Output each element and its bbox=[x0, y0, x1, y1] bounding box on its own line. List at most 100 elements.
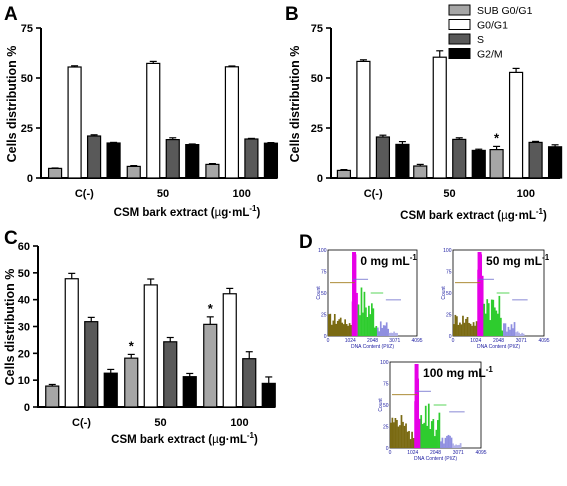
flow-x-tick: 0 bbox=[452, 338, 455, 344]
chart-panel-b: 0 25 50 75 Cells distribution % C(-) 50 100 * CSM… bbox=[288, 23, 563, 222]
x-axis-title-mu: µ bbox=[215, 207, 222, 219]
flow-x-tick: 4095 bbox=[475, 450, 486, 456]
flow-y-title: Count bbox=[378, 398, 384, 412]
flow-x-title: DNA Content (PI/Z) bbox=[414, 456, 457, 462]
bar bbox=[547, 146, 563, 179]
flow-x-title: DNA Content (PI/Z) bbox=[477, 344, 520, 350]
histogram-bin bbox=[420, 415, 423, 448]
histogram-bin bbox=[411, 431, 413, 448]
flow-y-tick: 0 bbox=[324, 334, 327, 340]
flow-title-sup: -1 bbox=[410, 253, 418, 262]
histogram-bin bbox=[489, 320, 492, 336]
bar bbox=[222, 293, 237, 408]
histogram-bin bbox=[333, 313, 336, 336]
histogram-bin bbox=[427, 403, 430, 448]
flow-x-tick: 4095 bbox=[538, 338, 549, 344]
histogram-bin bbox=[457, 324, 460, 336]
bar bbox=[203, 323, 218, 408]
histogram-bin bbox=[366, 316, 369, 336]
histogram-bin bbox=[382, 325, 385, 336]
histogram-bin bbox=[481, 275, 484, 336]
x-axis-title-part: CSM bark extract ( bbox=[114, 207, 215, 219]
histogram-bin bbox=[493, 307, 496, 336]
histogram-bin bbox=[344, 319, 346, 336]
histogram-bin bbox=[429, 429, 432, 448]
histogram-bin bbox=[458, 444, 460, 448]
y-tick-label: 50 bbox=[18, 268, 30, 280]
x-tick-label: 50 bbox=[157, 188, 169, 200]
x-axis-title-unit: g·mL bbox=[221, 207, 249, 219]
flow-title-bg bbox=[420, 365, 481, 381]
bar bbox=[528, 141, 543, 179]
histogram-bin bbox=[459, 322, 461, 336]
flow-y-tick: 50 bbox=[446, 291, 452, 297]
histogram-bin bbox=[356, 292, 358, 336]
flow-histogram-0mg: 0 1024 2048 3071 4095 100 75 50 25 0 DNA Content (… bbox=[316, 248, 423, 350]
histogram-bin bbox=[444, 437, 447, 448]
histogram-bin bbox=[350, 324, 352, 336]
histogram-bin bbox=[399, 425, 401, 448]
y-axis-title: Cells distribution % bbox=[288, 46, 302, 163]
histogram-bin bbox=[368, 305, 370, 336]
histogram-bin bbox=[469, 323, 472, 336]
histogram-bin bbox=[362, 312, 364, 336]
bar bbox=[163, 341, 178, 408]
histogram-bin bbox=[391, 417, 394, 448]
y-tick-label: 25 bbox=[311, 123, 323, 135]
bar bbox=[261, 382, 276, 408]
histogram-bin bbox=[394, 332, 397, 336]
histogram-bin bbox=[450, 437, 453, 448]
significance-star: * bbox=[494, 130, 500, 145]
histogram-bin bbox=[338, 319, 341, 336]
bar bbox=[103, 372, 118, 408]
histogram-bin bbox=[460, 324, 463, 336]
flow-title-bg bbox=[483, 253, 544, 269]
histogram-bin bbox=[378, 331, 381, 336]
g1-peak bbox=[414, 364, 419, 448]
flow-x-tick: 4095 bbox=[411, 338, 422, 344]
histogram-bin bbox=[330, 324, 333, 336]
flow-y-tick: 0 bbox=[386, 446, 389, 452]
panel-label-a: A bbox=[4, 4, 18, 25]
flow-histogram-50mg: 0 1024 2048 3071 4095 100 75 50 25 0 DNA Content (… bbox=[441, 248, 550, 350]
histogram-bin bbox=[449, 435, 451, 448]
flow-y-tick: 25 bbox=[321, 313, 327, 319]
y-tick-label: 20 bbox=[18, 348, 30, 360]
legend-label: SUB G0/G1 bbox=[477, 5, 533, 17]
histogram-bin bbox=[435, 429, 438, 448]
histogram-bin bbox=[423, 422, 426, 448]
histogram-bin bbox=[424, 405, 427, 448]
legend-label: S bbox=[477, 34, 484, 46]
y-tick-label: 25 bbox=[21, 123, 33, 135]
histogram-bin bbox=[521, 332, 523, 336]
histogram-bin bbox=[391, 332, 394, 336]
legend-label: G0/G1 bbox=[477, 20, 508, 32]
flow-title-bg bbox=[357, 253, 417, 269]
x-axis-title-mu: µ bbox=[501, 210, 508, 222]
x-tick-label: 50 bbox=[443, 188, 455, 200]
histogram-bin bbox=[385, 322, 388, 336]
flow-title-sup: -1 bbox=[486, 365, 494, 374]
histogram-bin bbox=[418, 418, 421, 448]
bar bbox=[67, 66, 82, 179]
x-axis-title-part: CSM bark extract ( bbox=[400, 210, 501, 222]
bar bbox=[182, 376, 197, 408]
panel-label-d: D bbox=[299, 232, 313, 253]
flow-y-tick: 50 bbox=[321, 291, 327, 297]
flow-x-tick: 2048 bbox=[430, 450, 441, 456]
bar bbox=[146, 62, 161, 179]
histogram-bin bbox=[328, 314, 330, 336]
histogram-bin bbox=[403, 425, 406, 448]
flow-y-tick: 25 bbox=[383, 425, 389, 431]
flow-x-tick: 1024 bbox=[345, 338, 356, 344]
histogram-bin bbox=[384, 325, 387, 336]
x-axis-title: CSM bark extract (µg·mL-1) bbox=[114, 204, 261, 219]
histogram-bin bbox=[441, 437, 444, 448]
g1-peak bbox=[352, 252, 357, 336]
y-tick-label: 60 bbox=[18, 241, 30, 253]
bar bbox=[356, 60, 371, 179]
histogram-bin bbox=[456, 445, 459, 448]
flow-title: 100 mg mL-1 bbox=[423, 365, 493, 380]
y-axis-title: Cells distribution % bbox=[3, 269, 17, 386]
x-axis-title: CSM bark extract (µg·mL-1) bbox=[400, 207, 547, 222]
